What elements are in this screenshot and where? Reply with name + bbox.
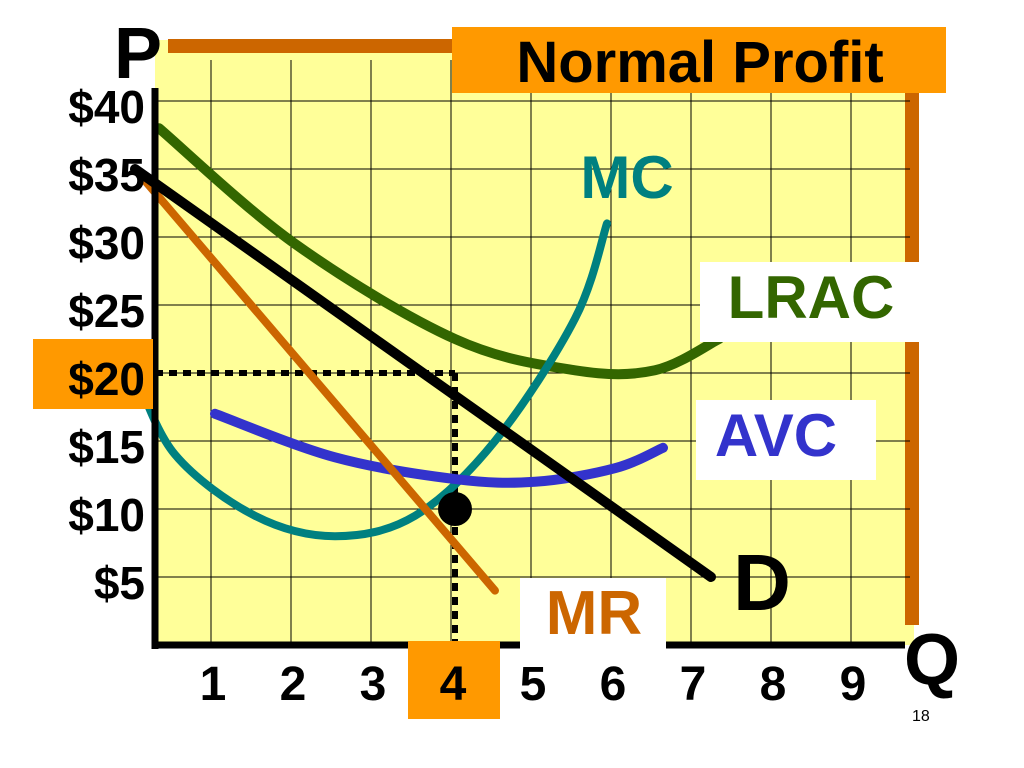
y-tick-label: $15 [68,421,145,473]
y-tick-label: $20 [68,353,145,405]
avc-label-background [696,400,876,480]
y-tick-label: $30 [68,217,145,269]
chart-title: Normal Profit [516,30,883,95]
x-tick-label: 3 [360,658,387,711]
x-tick-label: 6 [600,658,627,711]
mr-label: MR [546,579,642,648]
x-tick-label: 5 [520,658,547,711]
x-tick-label: 8 [760,658,787,711]
avc-curve [210,408,668,488]
avc-label: AVC [715,402,837,469]
x-tick-label: 2 [280,658,307,711]
lrac-label: LRAC [728,264,895,331]
y-tick-label: $35 [68,149,145,201]
x-tick-highlight [408,641,500,719]
mr-curve [131,165,499,595]
intersection-point [438,492,472,526]
x-axis-title: Q [904,620,960,700]
x-tick-label: 7 [680,658,707,711]
page-number: 18 [912,708,930,725]
y-tick-label: $10 [68,489,145,541]
demand-label: D [733,538,791,627]
y-tick-label: $40 [68,81,145,133]
lrac-curve [154,123,724,380]
x-tick-label: 4 [440,658,467,711]
y-axis-title: P [114,14,162,94]
y-tick-highlight [33,339,153,409]
title-box [452,27,946,93]
mc-curve [131,219,611,541]
y-tick-label: $25 [68,285,145,337]
lrac-label-background [700,262,920,342]
x-tick-label: 1 [200,658,227,711]
demand-curve [130,164,716,582]
mr-label-background [520,578,666,654]
plot-background [155,40,914,645]
y-tick-label: $5 [94,557,145,609]
x-tick-label: 9 [840,658,867,711]
mc-label: MC [580,144,673,211]
